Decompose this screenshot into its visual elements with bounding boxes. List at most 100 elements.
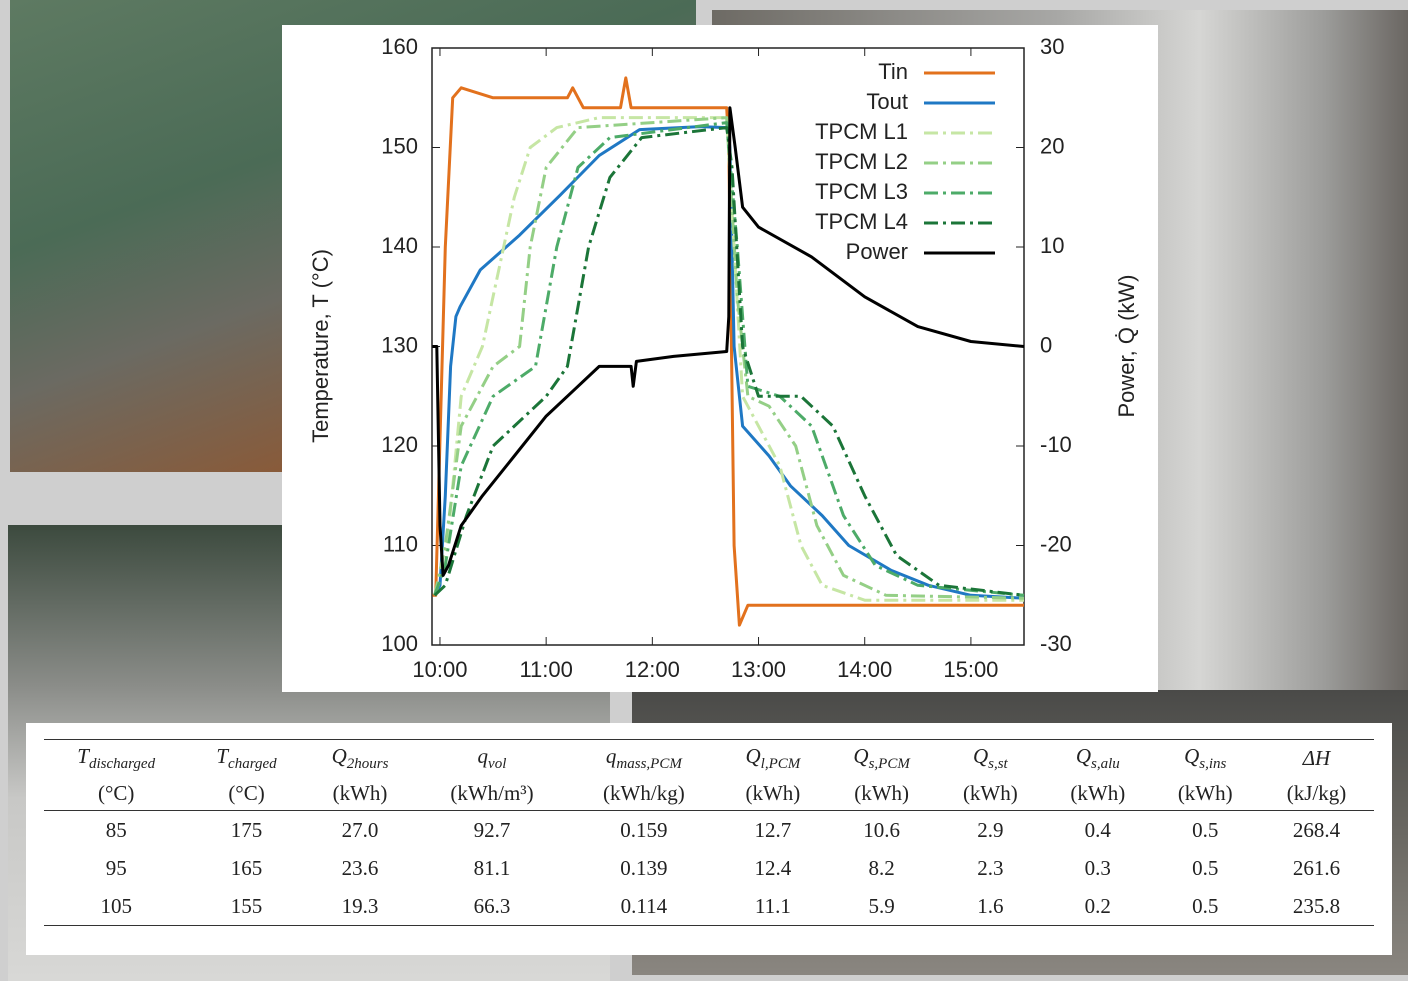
header-symbol: q — [477, 744, 489, 768]
y-tick-label: 100 — [381, 631, 418, 656]
y-tick-label: 160 — [381, 34, 418, 59]
table-cell: 0.4 — [1084, 818, 1111, 843]
legend-label: TPCM L4 — [815, 209, 908, 234]
table-cell: 165 — [230, 856, 263, 881]
y-tick-label: 110 — [383, 531, 418, 556]
column-unit: (°C) — [44, 777, 189, 812]
legend-label: TPCM L1 — [815, 119, 908, 144]
column-header: ΔH — [1259, 740, 1374, 778]
header-subscript: vol — [488, 756, 507, 773]
header-symbol: T — [77, 744, 89, 768]
legend-label: Tin — [878, 59, 908, 84]
table-cell: 81.1 — [473, 856, 511, 881]
header-subscript: 2hours — [346, 756, 389, 773]
table-row: 95 165 23.6 81.1 0.139 12.4 8.2 2.3 0.3 0.5 261.6 — [44, 849, 1374, 887]
column-unit: (kWh) — [936, 777, 1045, 812]
table-cell: 23.6 — [341, 856, 379, 881]
table-cell: 8.2 — [868, 856, 895, 881]
column-unit: (kWh) — [826, 777, 937, 812]
table-cell: 105 — [100, 894, 132, 919]
y2-tick-label: 20 — [1040, 133, 1064, 158]
table-cell: 19.3 — [341, 894, 379, 919]
table-cell: 0.5 — [1192, 894, 1219, 919]
table-cell: 0.5 — [1192, 856, 1219, 881]
series-line — [433, 126, 1025, 597]
table-cell: 12.7 — [754, 818, 792, 843]
table-cell: 0.3 — [1084, 856, 1111, 881]
column-header: Q2hours — [305, 740, 416, 778]
column-unit: (kWh/kg) — [568, 777, 720, 812]
series-line — [433, 121, 1025, 597]
column-header: Tcharged — [188, 740, 304, 778]
table-cell: 85 — [105, 818, 127, 843]
table-cell: 92.7 — [473, 818, 511, 843]
y-tick-label: 130 — [381, 332, 418, 357]
x-tick-label: 14:00 — [837, 657, 892, 682]
y2-tick-label: -30 — [1040, 631, 1072, 656]
column-unit: (kWh) — [1044, 777, 1152, 812]
table-cell: 0.114 — [620, 894, 668, 919]
table-cell: 175 — [230, 818, 263, 843]
y-tick-label: 120 — [381, 432, 418, 457]
column-header: Qs,ins — [1152, 740, 1259, 778]
table-cell: 27.0 — [341, 818, 379, 843]
header-subscript: discharged — [88, 756, 156, 773]
y2-tick-label: -10 — [1040, 432, 1072, 457]
table-cell: 0.2 — [1084, 894, 1111, 919]
header-symbol: q — [605, 744, 617, 768]
header-subscript: s,ins — [1199, 756, 1227, 773]
y-tick-label: 150 — [381, 133, 418, 158]
column-header: Tdischarged — [44, 740, 188, 778]
table-row: 105 155 19.3 66.3 0.114 11.1 5.9 1.6 0.2 0.5 235.8 — [44, 887, 1374, 926]
table-cell: 66.3 — [473, 894, 511, 919]
column-unit: (kWh/m³) — [415, 777, 569, 812]
table-cell: 235.8 — [1292, 894, 1341, 919]
column-unit: (kWh) — [719, 777, 827, 812]
y2-tick-label: 0 — [1040, 332, 1052, 357]
table-cell: 1.6 — [977, 894, 1004, 919]
results-table: Tdischarged Tcharged Q2hours qvol qmass,PCM Q… — [44, 739, 1374, 927]
table-cell: 261.6 — [1292, 856, 1341, 881]
header-subscript: s,PCM — [868, 756, 910, 773]
header-subscript: mass,PCM — [616, 756, 682, 773]
table-cell: 0.139 — [620, 856, 668, 881]
x-tick-label: 12:00 — [625, 657, 680, 682]
table-cell: 155 — [230, 894, 263, 919]
legend-label: TPCM L2 — [815, 149, 908, 174]
header-subscript: s,alu — [1090, 756, 1120, 773]
series-line — [432, 76, 1024, 627]
header-subscript: charged — [228, 756, 277, 773]
column-header: Qs,PCM — [827, 740, 937, 778]
header-symbol: ΔH — [1302, 746, 1331, 771]
table-cell: 2.9 — [977, 818, 1004, 843]
column-unit: (kWh) — [1151, 777, 1259, 812]
legend-label: Power — [846, 239, 908, 264]
table-panel: Tdischarged Tcharged Q2hours qvol qmass,PCM Q… — [26, 723, 1392, 955]
column-unit: (°C) — [188, 777, 305, 812]
header-subscript: l,PCM — [760, 756, 801, 773]
chart: Temperature, T (°C) Power, Q̇ (kW) 10:00… — [282, 25, 1158, 692]
legend-label: Tout — [866, 89, 908, 114]
header-symbol: Q — [1184, 744, 1200, 768]
header-symbol: Q — [331, 744, 347, 768]
x-tick-label: 11:00 — [519, 657, 572, 682]
series-line — [433, 116, 1024, 602]
column-unit: (kWh) — [304, 777, 416, 812]
legend-label: TPCM L3 — [815, 179, 908, 204]
series-line — [432, 106, 1025, 577]
column-header: qvol — [415, 740, 568, 778]
x-tick-label: 15:00 — [943, 657, 998, 682]
column-header: qmass,PCM — [569, 740, 720, 778]
column-header: Ql,PCM — [719, 740, 826, 778]
table-row: 85 175 27.0 92.7 0.159 12.7 10.6 2.9 0.4 0.5 268.4 — [44, 811, 1374, 850]
y-tick-label: 140 — [381, 233, 418, 258]
y-axis-label: Temperature, T (°C) — [308, 249, 333, 443]
column-unit: (kJ/kg) — [1258, 777, 1374, 812]
y2-axis-label: Power, Q̇ (kW) — [1114, 274, 1139, 417]
header-symbol: Q — [853, 744, 869, 768]
table-cell: 2.3 — [977, 856, 1004, 881]
y2-tick-label: 10 — [1040, 233, 1064, 258]
table-cell: 268.4 — [1292, 818, 1341, 843]
table-cell: 10.6 — [863, 818, 900, 843]
